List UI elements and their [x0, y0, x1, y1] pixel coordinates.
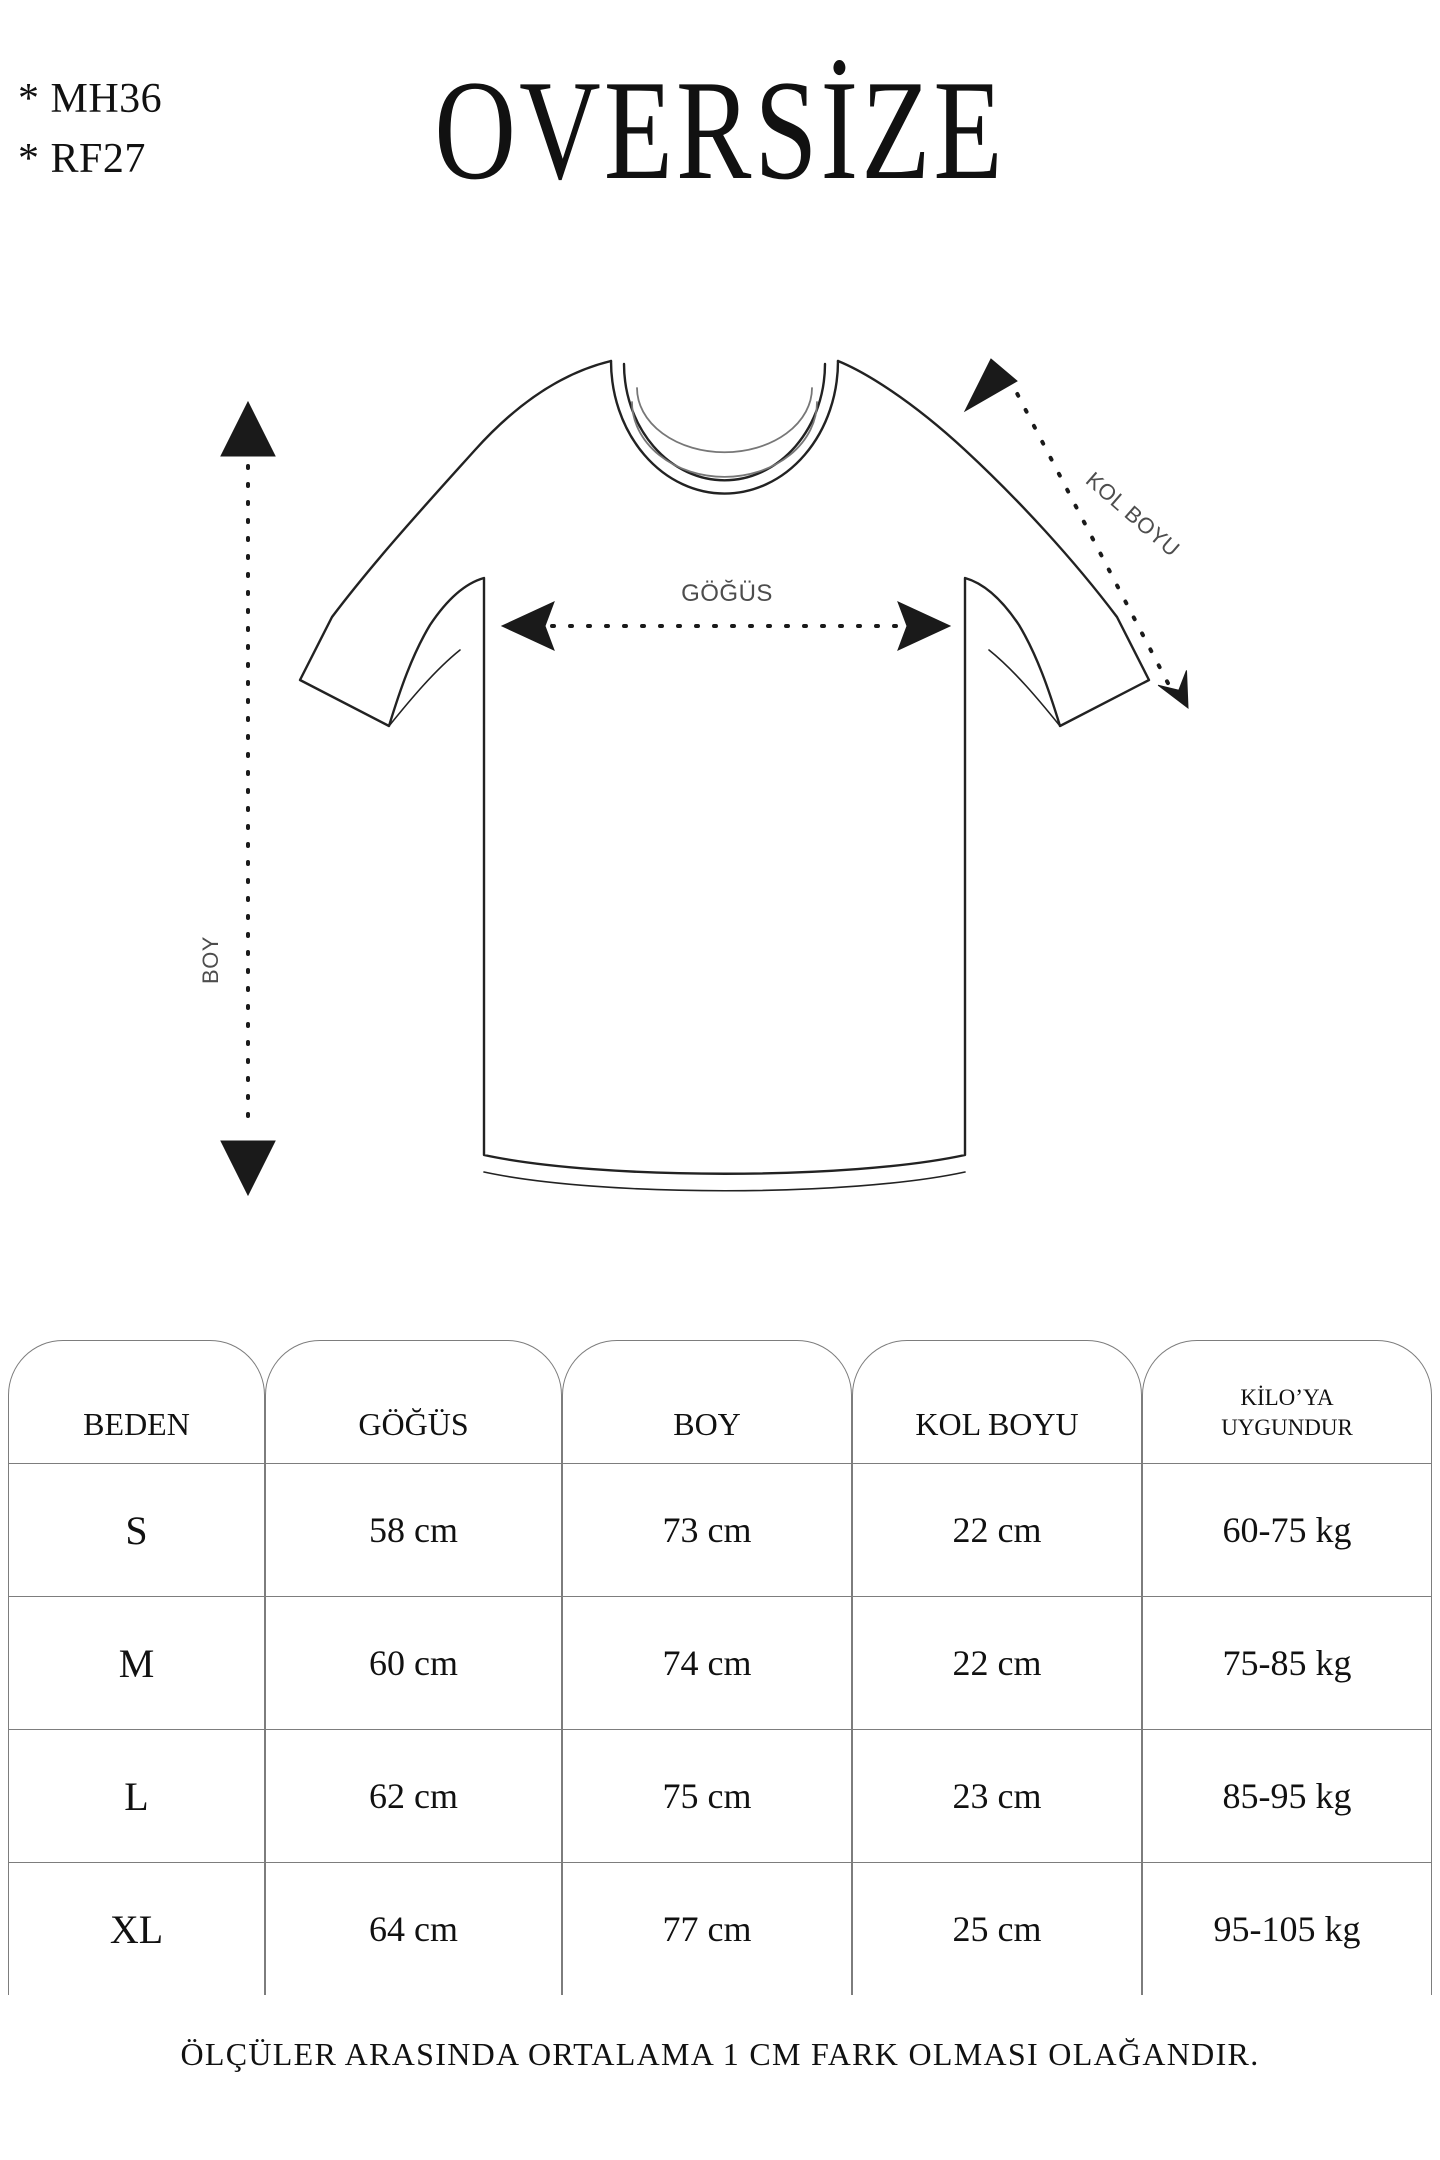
svg-text:BOY: BOY [198, 936, 223, 984]
svg-text:KOL BOYU: KOL BOYU [1081, 467, 1185, 562]
svg-text:GÖĞÜS: GÖĞÜS [681, 580, 773, 607]
